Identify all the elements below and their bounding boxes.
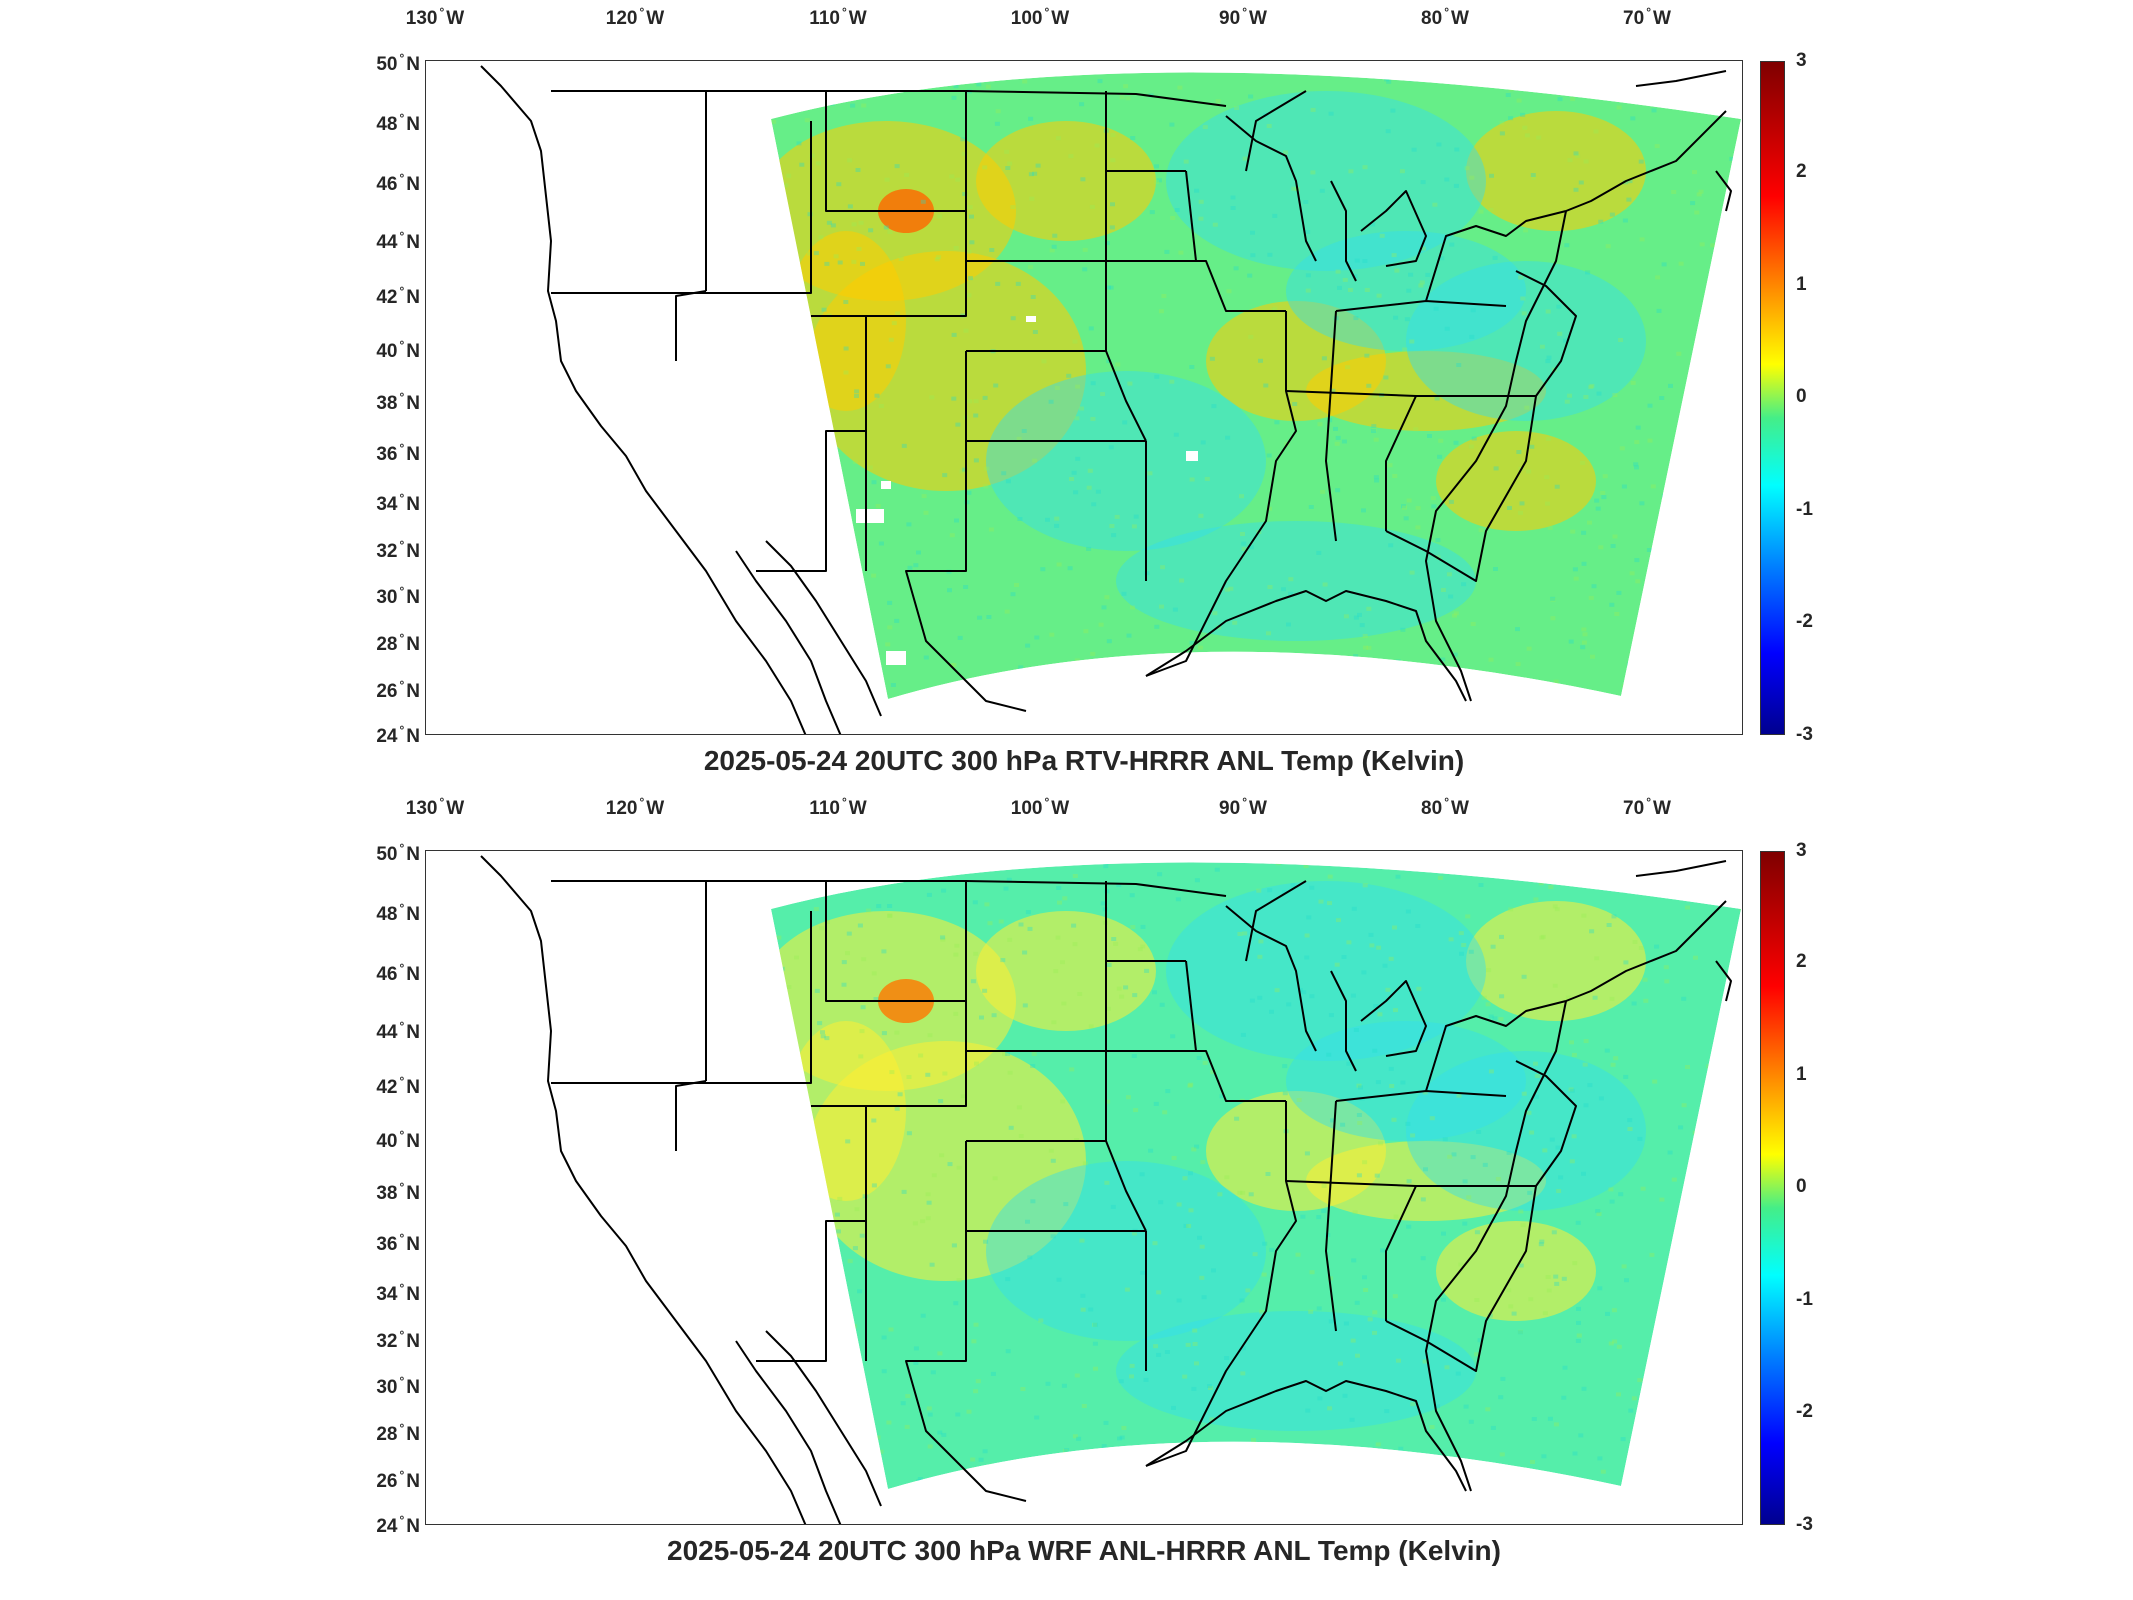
colorbar bbox=[1760, 61, 1785, 735]
bottom-map-panel: 130 ° W 120 ° W 110 ° W 100 ° W 90 ° W 80 ° W 70 ° W 50 ° N 48 ° N… bbox=[0, 790, 2133, 1600]
lat-label: 30 ° N bbox=[376, 584, 420, 608]
lat-label: 48 ° N bbox=[376, 111, 420, 135]
colorbar bbox=[1760, 851, 1785, 1525]
lat-label: 40 ° N bbox=[376, 1128, 420, 1152]
lat-label: 24 ° N bbox=[376, 723, 420, 747]
panel-title: 2025-05-24 20UTC 300 hPa WRF ANL-HRRR AN… bbox=[667, 1535, 1501, 1566]
borders-and-coastlines bbox=[480, 65, 1732, 734]
lon-label: 70 ° W bbox=[1623, 5, 1671, 29]
colorbar-tick-label: 0 bbox=[1796, 1176, 1807, 1197]
lat-label: 34 ° N bbox=[376, 1281, 420, 1305]
colorbar-tick-label: -1 bbox=[1796, 499, 1813, 520]
lat-label: 30 ° N bbox=[376, 1374, 420, 1398]
lon-label: 110 ° W bbox=[809, 795, 867, 819]
lon-label: 130 ° W bbox=[405, 795, 465, 819]
lat-label: 28 ° N bbox=[376, 631, 420, 655]
lat-label: 44 ° N bbox=[376, 1019, 420, 1043]
borders-and-coastlines bbox=[480, 855, 1732, 1524]
lat-label: 50 ° N bbox=[376, 51, 420, 75]
warm-anomaly bbox=[1306, 351, 1546, 431]
colorbar-tick-label: 0 bbox=[1796, 386, 1807, 407]
colorbar-tick-label: 2 bbox=[1796, 951, 1807, 972]
warm-anomaly bbox=[976, 121, 1156, 241]
warm-anomaly bbox=[1466, 901, 1646, 1021]
cool-anomaly bbox=[986, 1161, 1266, 1341]
lon-label: 80 ° W bbox=[1421, 795, 1469, 819]
cool-anomaly bbox=[1166, 881, 1486, 1061]
lat-label: 28 ° N bbox=[376, 1421, 420, 1445]
lat-label: 36 ° N bbox=[376, 441, 420, 465]
cool-anomaly bbox=[1406, 1051, 1646, 1211]
cool-anomaly bbox=[1406, 261, 1646, 421]
colorbar-tick-label: 2 bbox=[1796, 161, 1807, 182]
warm-anomaly bbox=[1306, 1141, 1546, 1221]
lat-label: 26 ° N bbox=[376, 1468, 420, 1492]
lat-label: 34 ° N bbox=[376, 491, 420, 515]
lat-label: 44 ° N bbox=[376, 229, 420, 253]
colorbar-tick-label: 1 bbox=[1796, 1064, 1807, 1085]
temperature-difference-map bbox=[425, 60, 1743, 735]
lat-label: 42 ° N bbox=[376, 284, 420, 308]
temperature-difference-map bbox=[425, 850, 1743, 1525]
lat-label: 32 ° N bbox=[376, 538, 420, 562]
colorbar-tick-label: -2 bbox=[1796, 1401, 1813, 1422]
warm-anomaly bbox=[1466, 111, 1646, 231]
lat-label: 46 ° N bbox=[376, 961, 420, 985]
lat-label: 26 ° N bbox=[376, 678, 420, 702]
warm-anomaly bbox=[976, 911, 1156, 1031]
lat-label: 42 ° N bbox=[376, 1074, 420, 1098]
colorbar-tick-label: 3 bbox=[1796, 50, 1807, 71]
colorbar-tick-label: 1 bbox=[1796, 274, 1807, 295]
warm-anomaly bbox=[786, 231, 906, 411]
missing-data-patch bbox=[856, 509, 884, 523]
colorbar-tick-label: 3 bbox=[1796, 840, 1807, 861]
lon-label: 100 ° W bbox=[1010, 5, 1070, 29]
lat-label: 32 ° N bbox=[376, 1328, 420, 1352]
lon-label: 90 ° W bbox=[1219, 795, 1267, 819]
lon-label: 120 ° W bbox=[605, 5, 665, 29]
lat-label: 38 ° N bbox=[376, 390, 420, 414]
warm-anomaly bbox=[786, 1021, 906, 1201]
colorbar-tick-label: -3 bbox=[1796, 1514, 1813, 1535]
lon-label: 100 ° W bbox=[1010, 795, 1070, 819]
lon-label: 130 ° W bbox=[405, 5, 465, 29]
warm-anomaly bbox=[1436, 1221, 1596, 1321]
lon-label: 80 ° W bbox=[1421, 5, 1469, 29]
lat-label: 38 ° N bbox=[376, 1180, 420, 1204]
lon-label: 90 ° W bbox=[1219, 5, 1267, 29]
missing-data-patch bbox=[1186, 451, 1198, 461]
lon-label: 120 ° W bbox=[605, 795, 665, 819]
warm-anomaly bbox=[1436, 431, 1596, 531]
colorbar-tick-label: -1 bbox=[1796, 1289, 1813, 1310]
cool-anomaly bbox=[1116, 1311, 1476, 1431]
lat-label: 24 ° N bbox=[376, 1513, 420, 1537]
lat-label: 46 ° N bbox=[376, 171, 420, 195]
top-map-panel: 130 ° W 120 ° W 110 ° W 100 ° W 90 ° W 80 ° W 70 ° W 50 ° N 48 ° N… bbox=[376, 5, 1813, 776]
lon-label: 70 ° W bbox=[1623, 795, 1671, 819]
colorbar-tick-label: -2 bbox=[1796, 611, 1813, 632]
lat-label: 48 ° N bbox=[376, 901, 420, 925]
lat-label: 36 ° N bbox=[376, 1231, 420, 1255]
cool-anomaly bbox=[1166, 91, 1486, 271]
colorbar-tick-label: -3 bbox=[1796, 724, 1813, 745]
lat-label: 40 ° N bbox=[376, 338, 420, 362]
missing-data-patch bbox=[1026, 316, 1036, 322]
lat-label: 50 ° N bbox=[376, 841, 420, 865]
missing-data-patch bbox=[881, 481, 891, 489]
missing-data-patch bbox=[886, 651, 906, 665]
cool-anomaly bbox=[1116, 521, 1476, 641]
cool-anomaly bbox=[986, 371, 1266, 551]
lon-label: 110 ° W bbox=[809, 5, 867, 29]
panel-title: 2025-05-24 20UTC 300 hPa RTV-HRRR ANL Te… bbox=[703, 745, 1465, 776]
